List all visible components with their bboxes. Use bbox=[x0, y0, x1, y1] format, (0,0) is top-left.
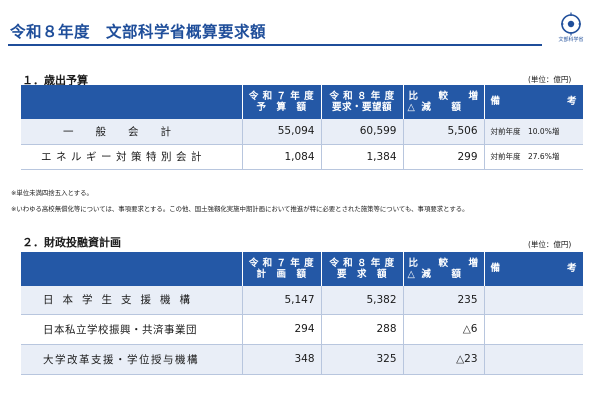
section2-unit: (単位：億円) bbox=[528, 240, 572, 249]
s1-row-name: 一般会計 bbox=[21, 119, 242, 145]
s2-row-prev: 348 bbox=[241, 344, 321, 375]
s1-row-req: 1,384 bbox=[320, 144, 403, 170]
s2-header-note: 備考 bbox=[483, 252, 583, 286]
footnote-request: ※いわゆる高校無償化等については、事項要求とする。この他、国土強靱化実施中期計画… bbox=[11, 205, 469, 213]
table-row: エネルギー対策特別会計 1,084 1,384 299 対前年度 27.6%増 bbox=[21, 144, 583, 170]
s1-header-diff: 比 較 増 △ 減 額 bbox=[402, 85, 484, 119]
section1-table: 令 和 ７ 年 度予 算 額 令 和 ８ 年 度要求・要望額 比 較 増 △ 減 … bbox=[21, 85, 583, 170]
table-row: 大学改革支援・学位授与機構 348 325 △23 bbox=[21, 344, 583, 375]
s2-header-diff: 比 較 増 △ 減 額 bbox=[402, 252, 484, 286]
s1-header-req: 令 和 ８ 年 度要求・要望額 bbox=[320, 85, 403, 119]
section2-heading: ２．財政投融資計画 bbox=[22, 236, 121, 249]
s2-header-prev: 令 和 ７ 年 度計 画 額 bbox=[241, 252, 321, 286]
table-row: 日本私立学校振興・共済事業団 294 288 △6 bbox=[21, 314, 583, 345]
section1-unit: (単位：億円) bbox=[528, 75, 572, 84]
s1-header-note: 備考 bbox=[483, 85, 583, 119]
s2-row-name: 日本学生支援機構 bbox=[21, 286, 242, 315]
logo-caption: 文部科学省 bbox=[558, 37, 584, 43]
s1-row-req: 60,599 bbox=[320, 119, 403, 145]
s2-row-name: 大学改革支援・学位授与機構 bbox=[21, 344, 242, 375]
s2-row-prev: 5,147 bbox=[241, 286, 321, 315]
s1-row-diff: 299 bbox=[402, 144, 484, 170]
s1-row-name: エネルギー対策特別会計 bbox=[21, 144, 242, 170]
title-underline bbox=[8, 44, 542, 46]
s2-row-note bbox=[483, 286, 583, 315]
table-row: 一般会計 55,094 60,599 5,506 対前年度 10.0%増 bbox=[21, 119, 583, 145]
s2-row-req: 5,382 bbox=[320, 286, 403, 315]
s2-header-name bbox=[21, 252, 242, 286]
s2-row-diff: △6 bbox=[402, 314, 484, 345]
s2-row-req: 325 bbox=[320, 344, 403, 375]
s1-row-note: 対前年度 10.0%増 bbox=[483, 119, 583, 145]
s1-row-diff: 5,506 bbox=[402, 119, 484, 145]
s2-row-note bbox=[483, 344, 583, 375]
s1-row-prev: 55,094 bbox=[241, 119, 321, 145]
table-row: 日本学生支援機構 5,147 5,382 235 bbox=[21, 286, 583, 315]
s2-row-diff: △23 bbox=[402, 344, 484, 375]
s2-header-req: 令 和 ８ 年 度要 求 額 bbox=[320, 252, 403, 286]
page-title: 令和８年度 文部科学省概算要求額 bbox=[10, 23, 267, 41]
s1-header-name bbox=[21, 85, 242, 119]
s2-row-diff: 235 bbox=[402, 286, 484, 315]
s1-row-note: 対前年度 27.6%増 bbox=[483, 144, 583, 170]
s1-header-prev: 令 和 ７ 年 度予 算 額 bbox=[241, 85, 321, 119]
ministry-emblem-icon bbox=[561, 12, 581, 36]
s2-row-req: 288 bbox=[320, 314, 403, 345]
s2-row-name: 日本私立学校振興・共済事業団 bbox=[21, 314, 242, 345]
footnote-rounding: ※単位未満四捨五入とする。 bbox=[11, 189, 93, 197]
s1-row-prev: 1,084 bbox=[241, 144, 321, 170]
section2-table: 令 和 ７ 年 度計 画 額 令 和 ８ 年 度要 求 額 比 較 増 △ 減 額… bbox=[21, 252, 583, 375]
ministry-logo: 文部科学省 bbox=[554, 12, 588, 50]
s2-row-note bbox=[483, 314, 583, 345]
s2-row-prev: 294 bbox=[241, 314, 321, 345]
section1-heading: １．歳出予算 bbox=[22, 74, 88, 87]
